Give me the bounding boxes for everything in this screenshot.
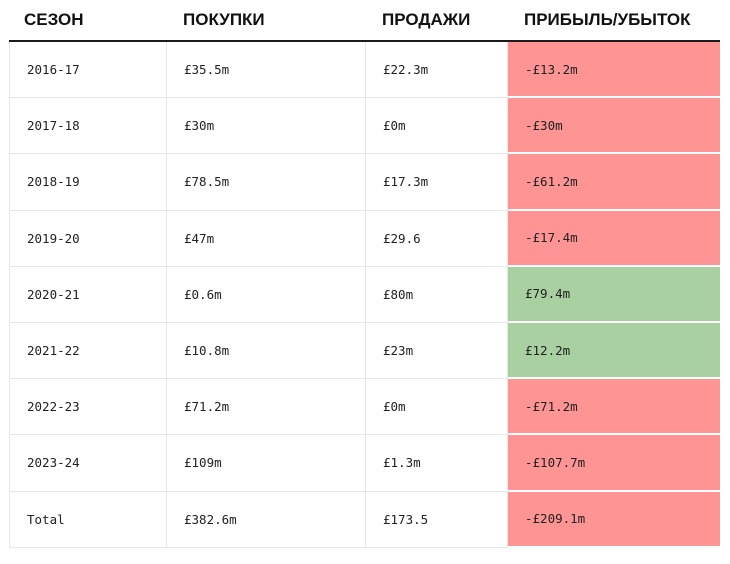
transfer-table: СЕЗОН ПОКУПКИ ПРОДАЖИ ПРИБЫЛЬ/УБЫТОК 201…	[9, 0, 720, 548]
sales-cell: £22.3m	[366, 42, 508, 99]
profit-loss-cell: -£30m	[508, 98, 720, 155]
purchases-cell: £109m	[167, 435, 366, 492]
profit-loss-cell: -£61.2m	[508, 154, 720, 211]
profit-loss-cell: -£71.2m	[508, 379, 720, 436]
purchases-cell: £10.8m	[167, 322, 366, 380]
season-cell: 2017-18	[9, 98, 167, 155]
table-row: 2016-17 £35.5m £22.3m -£13.2m	[9, 42, 720, 99]
season-cell: 2018-19	[9, 154, 167, 211]
profit-loss-cell: £12.2m	[508, 322, 720, 380]
sales-cell: £17.3m	[366, 154, 508, 211]
profit-loss-cell: -£209.1m	[508, 491, 720, 548]
sales-cell: £173.5	[366, 491, 508, 548]
table-row: 2019-20 £47m £29.6 -£17.4m	[9, 210, 720, 267]
profit-loss-cell: -£13.2m	[508, 42, 720, 99]
purchases-cell: £35.5m	[167, 42, 366, 99]
table-row-total: Total £382.6m £173.5 -£209.1m	[9, 491, 720, 548]
header-purchases: ПОКУПКИ	[183, 10, 265, 29]
sales-cell: £1.3m	[366, 435, 508, 492]
table-header: СЕЗОН ПОКУПКИ ПРОДАЖИ ПРИБЫЛЬ/УБЫТОК	[9, 0, 720, 42]
table-row: 2022-23 £71.2m £0m -£71.2m	[9, 379, 720, 436]
sales-cell: £29.6	[366, 210, 508, 267]
profit-loss-cell: -£107.7m	[508, 435, 720, 492]
purchases-cell: £71.2m	[167, 379, 366, 436]
profit-loss-cell: -£17.4m	[508, 210, 720, 267]
table-row: 2020-21 £0.6m £80m £79.4m	[9, 266, 720, 323]
season-cell: Total	[9, 491, 167, 548]
season-cell: 2016-17	[9, 42, 167, 99]
purchases-cell: £47m	[167, 210, 366, 267]
table-row: 2017-18 £30m £0m -£30m	[9, 98, 720, 155]
header-season: СЕЗОН	[24, 10, 84, 29]
table-row: 2023-24 £109m £1.3m -£107.7m	[9, 435, 720, 492]
season-cell: 2019-20	[9, 210, 167, 267]
header-sales: ПРОДАЖИ	[382, 10, 471, 29]
purchases-cell: £382.6m	[167, 491, 366, 548]
sales-cell: £80m	[366, 266, 508, 323]
season-cell: 2022-23	[9, 379, 167, 436]
season-cell: 2020-21	[9, 266, 167, 323]
header-profit-loss: ПРИБЫЛЬ/УБЫТОК	[524, 10, 691, 29]
season-cell: 2021-22	[9, 322, 167, 380]
purchases-cell: £78.5m	[167, 154, 366, 211]
sales-cell: £0m	[366, 379, 508, 436]
purchases-cell: £30m	[167, 98, 366, 155]
table-row: 2021-22 £10.8m £23m £12.2m	[9, 322, 720, 380]
table-row: 2018-19 £78.5m £17.3m -£61.2m	[9, 154, 720, 211]
sales-cell: £0m	[366, 98, 508, 155]
purchases-cell: £0.6m	[167, 266, 366, 323]
season-cell: 2023-24	[9, 435, 167, 492]
sales-cell: £23m	[366, 322, 508, 380]
profit-loss-cell: £79.4m	[508, 266, 720, 323]
